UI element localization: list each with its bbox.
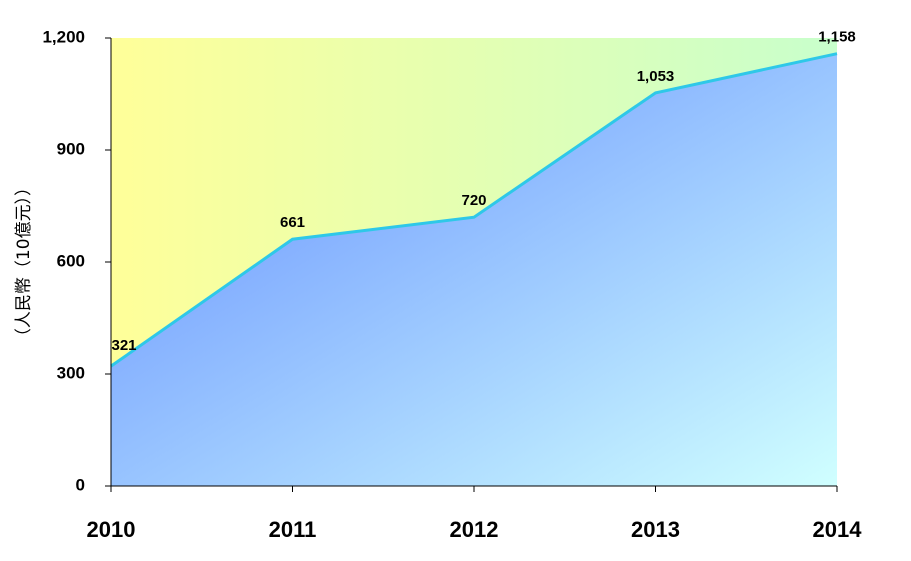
data-label: 661: [280, 214, 305, 231]
data-label: 1,053: [637, 68, 675, 85]
area: [111, 53, 837, 487]
x-tick-label: 2014: [813, 517, 863, 542]
y-tick-label: 600: [57, 251, 85, 270]
y-tick-label: 0: [76, 475, 85, 494]
y-tick-label: 300: [57, 363, 85, 382]
x-tick-label: 2011: [269, 517, 317, 542]
data-label: 321: [111, 337, 136, 354]
y-tick-label: 1,200: [42, 27, 85, 46]
line: [110, 52, 838, 368]
x-tick-label: 2010: [87, 517, 136, 542]
x-tick-label: 2012: [450, 517, 499, 542]
data-label: 1,158: [818, 29, 856, 46]
y-axis-label: （人民幣（10億元））: [14, 179, 34, 345]
y-tick-label: 900: [57, 139, 85, 158]
data-label: 720: [461, 192, 486, 209]
x-tick-label: 2013: [631, 517, 680, 542]
